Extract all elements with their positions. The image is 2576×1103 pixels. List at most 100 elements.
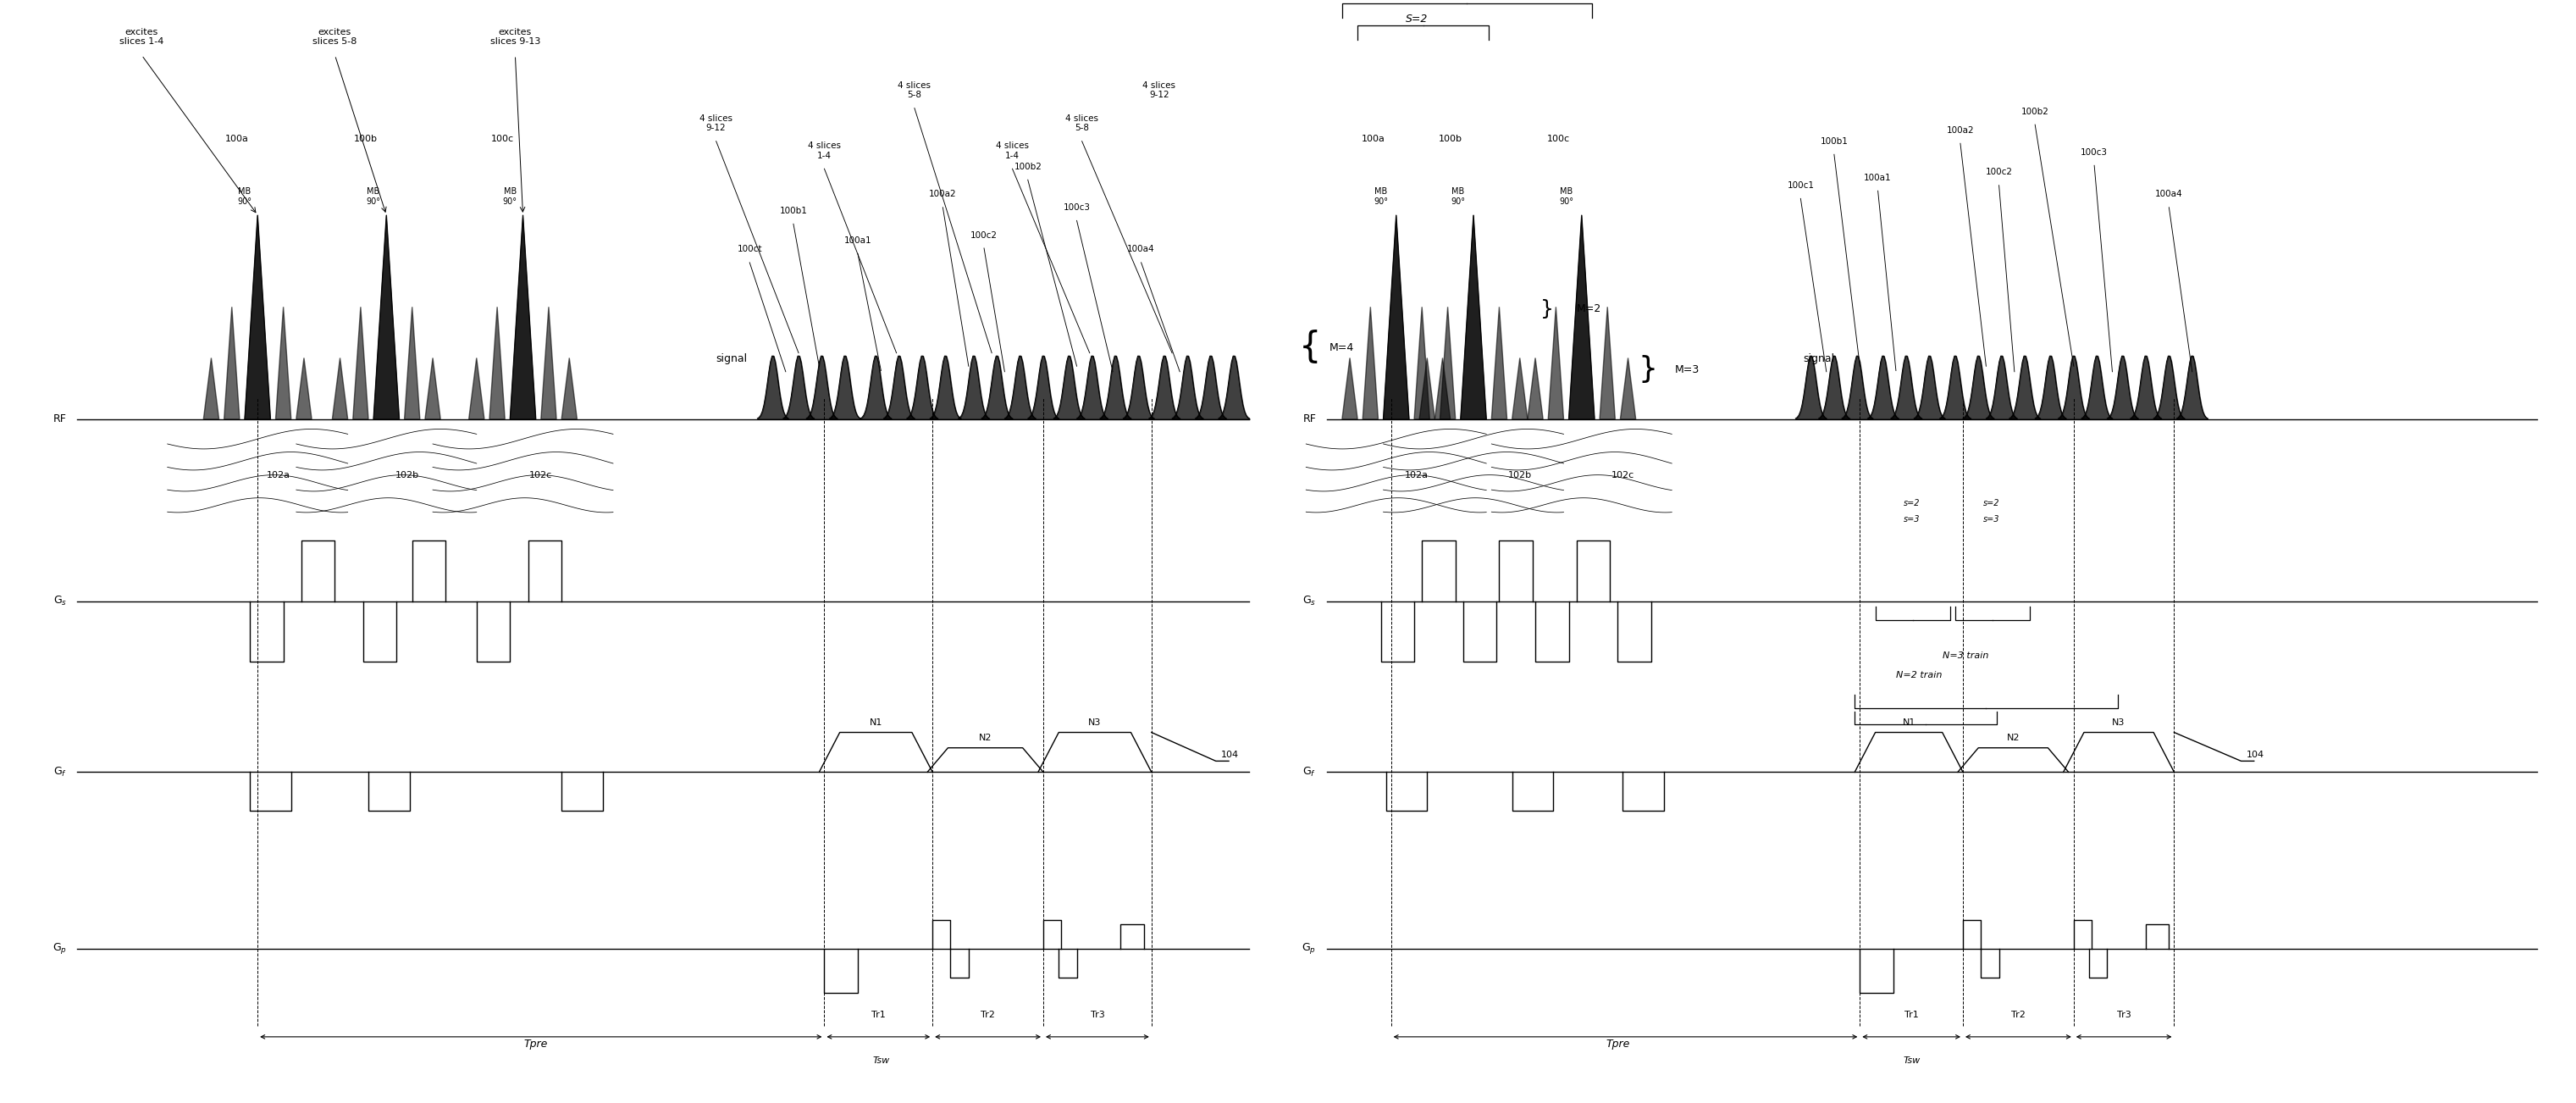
Text: 100c1: 100c1 bbox=[1788, 181, 1814, 190]
Text: 100a2: 100a2 bbox=[1947, 126, 1973, 135]
Text: MB
90°: MB 90° bbox=[237, 188, 252, 206]
Text: N3: N3 bbox=[2112, 718, 2125, 727]
Polygon shape bbox=[1363, 307, 1378, 419]
Text: 100a1: 100a1 bbox=[1865, 173, 1891, 182]
Text: 4 slices
1-4: 4 slices 1-4 bbox=[809, 141, 840, 160]
Text: 102b: 102b bbox=[394, 471, 420, 480]
Text: 100c2: 100c2 bbox=[971, 231, 997, 239]
Text: 100ct: 100ct bbox=[737, 245, 762, 254]
Text: 4 slices
5-8: 4 slices 5-8 bbox=[899, 81, 930, 99]
Text: {: { bbox=[1298, 330, 1321, 365]
Polygon shape bbox=[510, 215, 536, 419]
Text: G$_f$: G$_f$ bbox=[54, 765, 67, 779]
Polygon shape bbox=[1492, 307, 1507, 419]
Text: 100a2: 100a2 bbox=[930, 190, 956, 199]
Text: Tr3: Tr3 bbox=[2117, 1010, 2130, 1019]
Text: M=3: M=3 bbox=[1674, 364, 1700, 375]
Text: G$_p$: G$_p$ bbox=[52, 941, 67, 956]
Text: 104: 104 bbox=[1221, 750, 1239, 759]
Polygon shape bbox=[1435, 357, 1450, 419]
Text: Tr2: Tr2 bbox=[2012, 1010, 2025, 1019]
Polygon shape bbox=[469, 357, 484, 419]
Text: signal: signal bbox=[1803, 353, 1834, 364]
Polygon shape bbox=[1512, 357, 1528, 419]
Text: 100a: 100a bbox=[1360, 135, 1386, 143]
Text: 100b1: 100b1 bbox=[781, 206, 806, 215]
Text: 100b2: 100b2 bbox=[2022, 107, 2048, 116]
Text: Tpre: Tpre bbox=[1605, 1039, 1631, 1050]
Text: Tpre: Tpre bbox=[523, 1039, 549, 1050]
Text: Tr2: Tr2 bbox=[981, 1010, 994, 1019]
Polygon shape bbox=[1548, 307, 1564, 419]
Polygon shape bbox=[404, 307, 420, 419]
Text: 100b: 100b bbox=[1437, 135, 1463, 143]
Text: N1: N1 bbox=[868, 718, 884, 727]
Text: signal: signal bbox=[716, 353, 747, 364]
Text: Tr1: Tr1 bbox=[871, 1010, 886, 1019]
Text: Tr3: Tr3 bbox=[1090, 1010, 1105, 1019]
Text: N1: N1 bbox=[1901, 718, 1917, 727]
Text: G$_s$: G$_s$ bbox=[54, 595, 67, 608]
Text: S=3: S=3 bbox=[1448, 0, 1468, 2]
Text: Tsw: Tsw bbox=[873, 1057, 889, 1065]
Polygon shape bbox=[1600, 307, 1615, 419]
Text: }: } bbox=[1638, 355, 1659, 384]
Polygon shape bbox=[1620, 357, 1636, 419]
Text: s=3: s=3 bbox=[1904, 515, 1919, 524]
Polygon shape bbox=[1419, 357, 1435, 419]
Polygon shape bbox=[1569, 215, 1595, 419]
Text: RF: RF bbox=[1303, 414, 1316, 425]
Text: 100b: 100b bbox=[353, 135, 379, 143]
Text: excites
slices 5-8: excites slices 5-8 bbox=[312, 28, 358, 46]
Text: MB
90°: MB 90° bbox=[502, 188, 518, 206]
Text: 102a: 102a bbox=[1404, 471, 1430, 480]
Text: excites
slices 1-4: excites slices 1-4 bbox=[118, 28, 165, 46]
Text: 100c: 100c bbox=[1548, 135, 1569, 143]
Text: s=2: s=2 bbox=[1984, 499, 1999, 507]
Text: N=3 train: N=3 train bbox=[1942, 651, 1989, 660]
Polygon shape bbox=[204, 357, 219, 419]
Text: M=4: M=4 bbox=[1329, 342, 1355, 353]
Text: Tr1: Tr1 bbox=[1904, 1010, 1919, 1019]
Polygon shape bbox=[562, 357, 577, 419]
Polygon shape bbox=[1440, 307, 1455, 419]
Text: Tsw: Tsw bbox=[1904, 1057, 1919, 1065]
Polygon shape bbox=[245, 215, 270, 419]
Text: 104: 104 bbox=[2246, 750, 2264, 759]
Text: 100c: 100c bbox=[492, 135, 513, 143]
Polygon shape bbox=[1461, 215, 1486, 419]
Polygon shape bbox=[425, 357, 440, 419]
Text: 100a4: 100a4 bbox=[1128, 245, 1154, 254]
Text: 102a: 102a bbox=[265, 471, 291, 480]
Text: s=3: s=3 bbox=[1984, 515, 1999, 524]
Text: 4 slices
9-12: 4 slices 9-12 bbox=[701, 114, 732, 132]
Text: s=2: s=2 bbox=[1904, 499, 1919, 507]
Text: 100c3: 100c3 bbox=[2081, 148, 2107, 157]
Text: 100c2: 100c2 bbox=[1986, 168, 2012, 176]
Polygon shape bbox=[353, 307, 368, 419]
Polygon shape bbox=[489, 307, 505, 419]
Text: RF: RF bbox=[54, 414, 67, 425]
Text: G$_s$: G$_s$ bbox=[1303, 595, 1316, 608]
Text: }: } bbox=[1540, 299, 1553, 319]
Text: MB
90°: MB 90° bbox=[366, 188, 381, 206]
Text: 100b1: 100b1 bbox=[1821, 137, 1847, 146]
Text: S=2: S=2 bbox=[1406, 13, 1427, 24]
Text: 102c: 102c bbox=[1613, 471, 1633, 480]
Text: MB
90°: MB 90° bbox=[1558, 188, 1574, 206]
Text: G$_f$: G$_f$ bbox=[1303, 765, 1316, 779]
Text: 102c: 102c bbox=[531, 471, 551, 480]
Polygon shape bbox=[332, 357, 348, 419]
Text: MB
90°: MB 90° bbox=[1450, 188, 1466, 206]
Text: 4 slices
5-8: 4 slices 5-8 bbox=[1066, 114, 1097, 132]
Polygon shape bbox=[1383, 215, 1409, 419]
Polygon shape bbox=[1342, 357, 1358, 419]
Polygon shape bbox=[374, 215, 399, 419]
Text: M=2: M=2 bbox=[1577, 303, 1602, 314]
Text: 100a4: 100a4 bbox=[2156, 190, 2182, 199]
Text: N2: N2 bbox=[979, 733, 992, 742]
Text: N2: N2 bbox=[2007, 733, 2020, 742]
Text: 4 slices
1-4: 4 slices 1-4 bbox=[997, 141, 1028, 160]
Polygon shape bbox=[296, 357, 312, 419]
Text: 100a1: 100a1 bbox=[845, 236, 871, 245]
